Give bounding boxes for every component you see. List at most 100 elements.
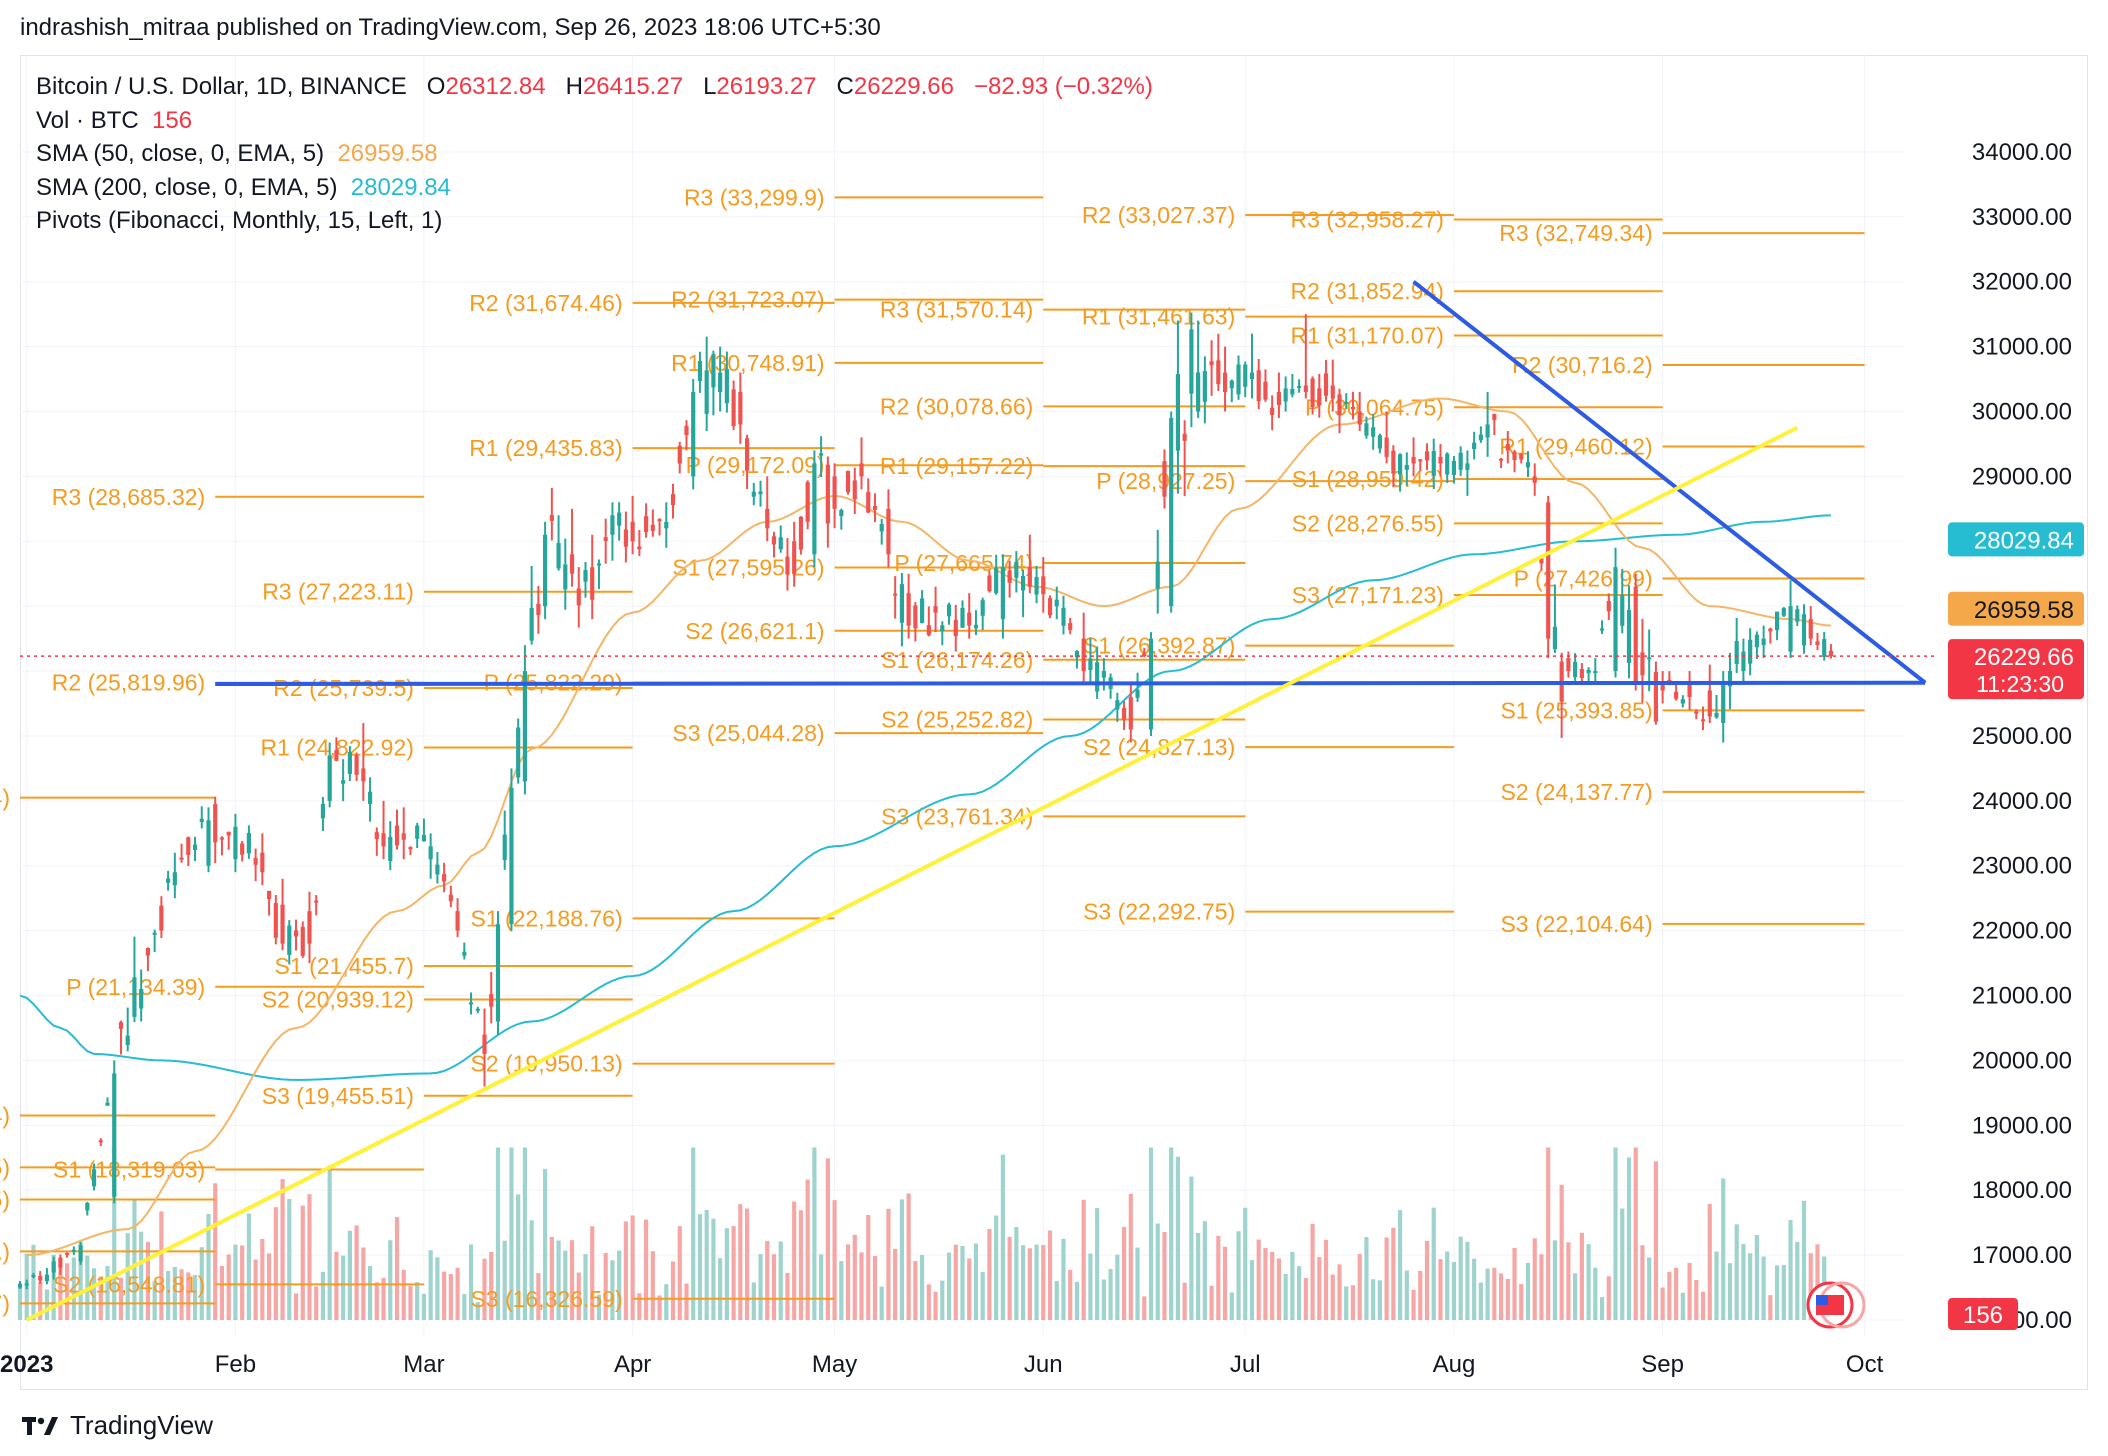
legend-pivots-label: Pivots (Fibonacci, Monthly, 15, Left, 1) [36, 207, 443, 234]
candle-body [536, 603, 541, 615]
candle-body [845, 470, 851, 493]
candle-body [1270, 407, 1275, 415]
pivot-levels: R3 (28,685.32) R3 (27,223.11) R2 (25,819.9… [0, 184, 1865, 1316]
legend-symbol[interactable]: Bitcoin / U.S. Dollar, 1D, BINANCE [36, 73, 407, 100]
volume-bar [724, 1228, 729, 1320]
candle-body [442, 874, 447, 882]
candle-body [1828, 650, 1834, 657]
x-tick-label: Oct [1846, 1351, 1884, 1378]
volume-bar [1303, 1277, 1308, 1320]
legend-volume-row[interactable]: Vol · BTC 156 [36, 104, 1153, 138]
candle-body [1182, 433, 1187, 441]
volume-bar [1371, 1279, 1376, 1320]
candle-body [199, 818, 204, 822]
pivot-label: S2 (20,939.12) [262, 986, 414, 1012]
volume-bar [994, 1215, 999, 1320]
candle-body [495, 924, 501, 1022]
candle-body [1748, 639, 1753, 664]
pivot-label: 3,256.37) [0, 1290, 10, 1316]
volume-bar [44, 1289, 50, 1320]
candle-body [1741, 651, 1746, 672]
volume-bar [1209, 1285, 1214, 1320]
volume-bar [1552, 1240, 1558, 1320]
legend-sma50-row[interactable]: SMA (50, close, 0, EMA, 5) 26959.58 [36, 137, 1153, 171]
volume-bar [980, 1271, 985, 1320]
volume-bar [670, 1261, 676, 1320]
candle-body [213, 804, 218, 843]
volume-bar [657, 1295, 662, 1320]
volume-bar [166, 1270, 171, 1320]
volume-bar [771, 1254, 777, 1320]
pivot-label: P (27,426.99) [1514, 565, 1653, 591]
volume-bar [1788, 1219, 1793, 1320]
volume-bar [650, 1251, 655, 1320]
pivot-label: R1 (31,461.63) [1082, 304, 1235, 330]
volume-bar [58, 1265, 63, 1320]
volume-bar [1660, 1287, 1665, 1320]
volume-bar [442, 1271, 447, 1320]
candle-body [408, 847, 413, 850]
candle-body [852, 480, 857, 500]
volume-bar [1599, 1297, 1605, 1320]
candle-body [118, 1022, 124, 1029]
volume-bar [1189, 1176, 1194, 1320]
x-tick-label: May [812, 1351, 857, 1378]
volume-bar [1135, 1247, 1140, 1320]
volume-bar [872, 1256, 878, 1320]
volume-bar [744, 1208, 750, 1320]
candle-body [293, 930, 299, 937]
volume-bar [1478, 1282, 1483, 1320]
pivot-label: R1 (24,049.74) [0, 785, 10, 811]
candle-body [1775, 611, 1780, 631]
volume-bar [125, 1233, 130, 1320]
candle-body [697, 361, 703, 382]
candle-body [677, 445, 682, 464]
volume-bar [1276, 1258, 1281, 1320]
volume-bar [1196, 1232, 1201, 1320]
volume-bar [610, 1260, 615, 1320]
candle-body [1424, 451, 1430, 461]
tradingview-logo[interactable]: TradingView [22, 1410, 213, 1441]
volume-bar [1128, 1193, 1133, 1320]
candle-body [980, 600, 985, 616]
volume-bar [152, 1281, 157, 1320]
candle-body [44, 1274, 50, 1282]
candle-body [125, 1035, 130, 1045]
volume-bar [381, 1277, 386, 1320]
volume-bar [1344, 1286, 1349, 1320]
candle-body [1660, 684, 1665, 691]
y-tick-label: 34000.00 [1972, 139, 2072, 166]
price-tag-bg [1948, 639, 2084, 700]
legend-sma200-row[interactable]: SMA (200, close, 0, EMA, 5) 28029.84 [36, 171, 1153, 205]
volume-bar [1014, 1227, 1019, 1320]
candle-body [1640, 652, 1645, 676]
candle-body [1364, 423, 1369, 436]
volume-bars [17, 1147, 1834, 1320]
candle-body [1458, 452, 1463, 470]
candles [17, 312, 1834, 1290]
volume-bar [78, 1239, 83, 1320]
x-tick-label: Jul [1230, 1351, 1261, 1378]
candle-body [1061, 607, 1066, 626]
legend-pivots-row[interactable]: Pivots (Fibonacci, Monthly, 15, Left, 1) [36, 204, 1153, 238]
candle-body [886, 508, 891, 555]
volume-bar [132, 1198, 137, 1320]
volume-bar [1498, 1273, 1504, 1320]
pivot-label: R3 (27,223.11) [262, 579, 414, 605]
candle-body [549, 515, 554, 521]
pivot-label: S1 (26,392.87) [1083, 633, 1235, 659]
candle-body [623, 529, 628, 547]
volume-bar [246, 1213, 251, 1320]
candle-body [1350, 406, 1356, 410]
candle-body [543, 534, 548, 607]
candle-body [1694, 711, 1699, 714]
candle-body [1647, 657, 1652, 660]
volume-bar [260, 1239, 265, 1320]
candle-body [1398, 454, 1403, 475]
candle-body [1216, 360, 1221, 385]
candle-body [1283, 388, 1288, 402]
candle-body [139, 989, 144, 1009]
pivot-label: S1 (27,595.26) [672, 555, 824, 581]
candle-body [1768, 628, 1773, 632]
